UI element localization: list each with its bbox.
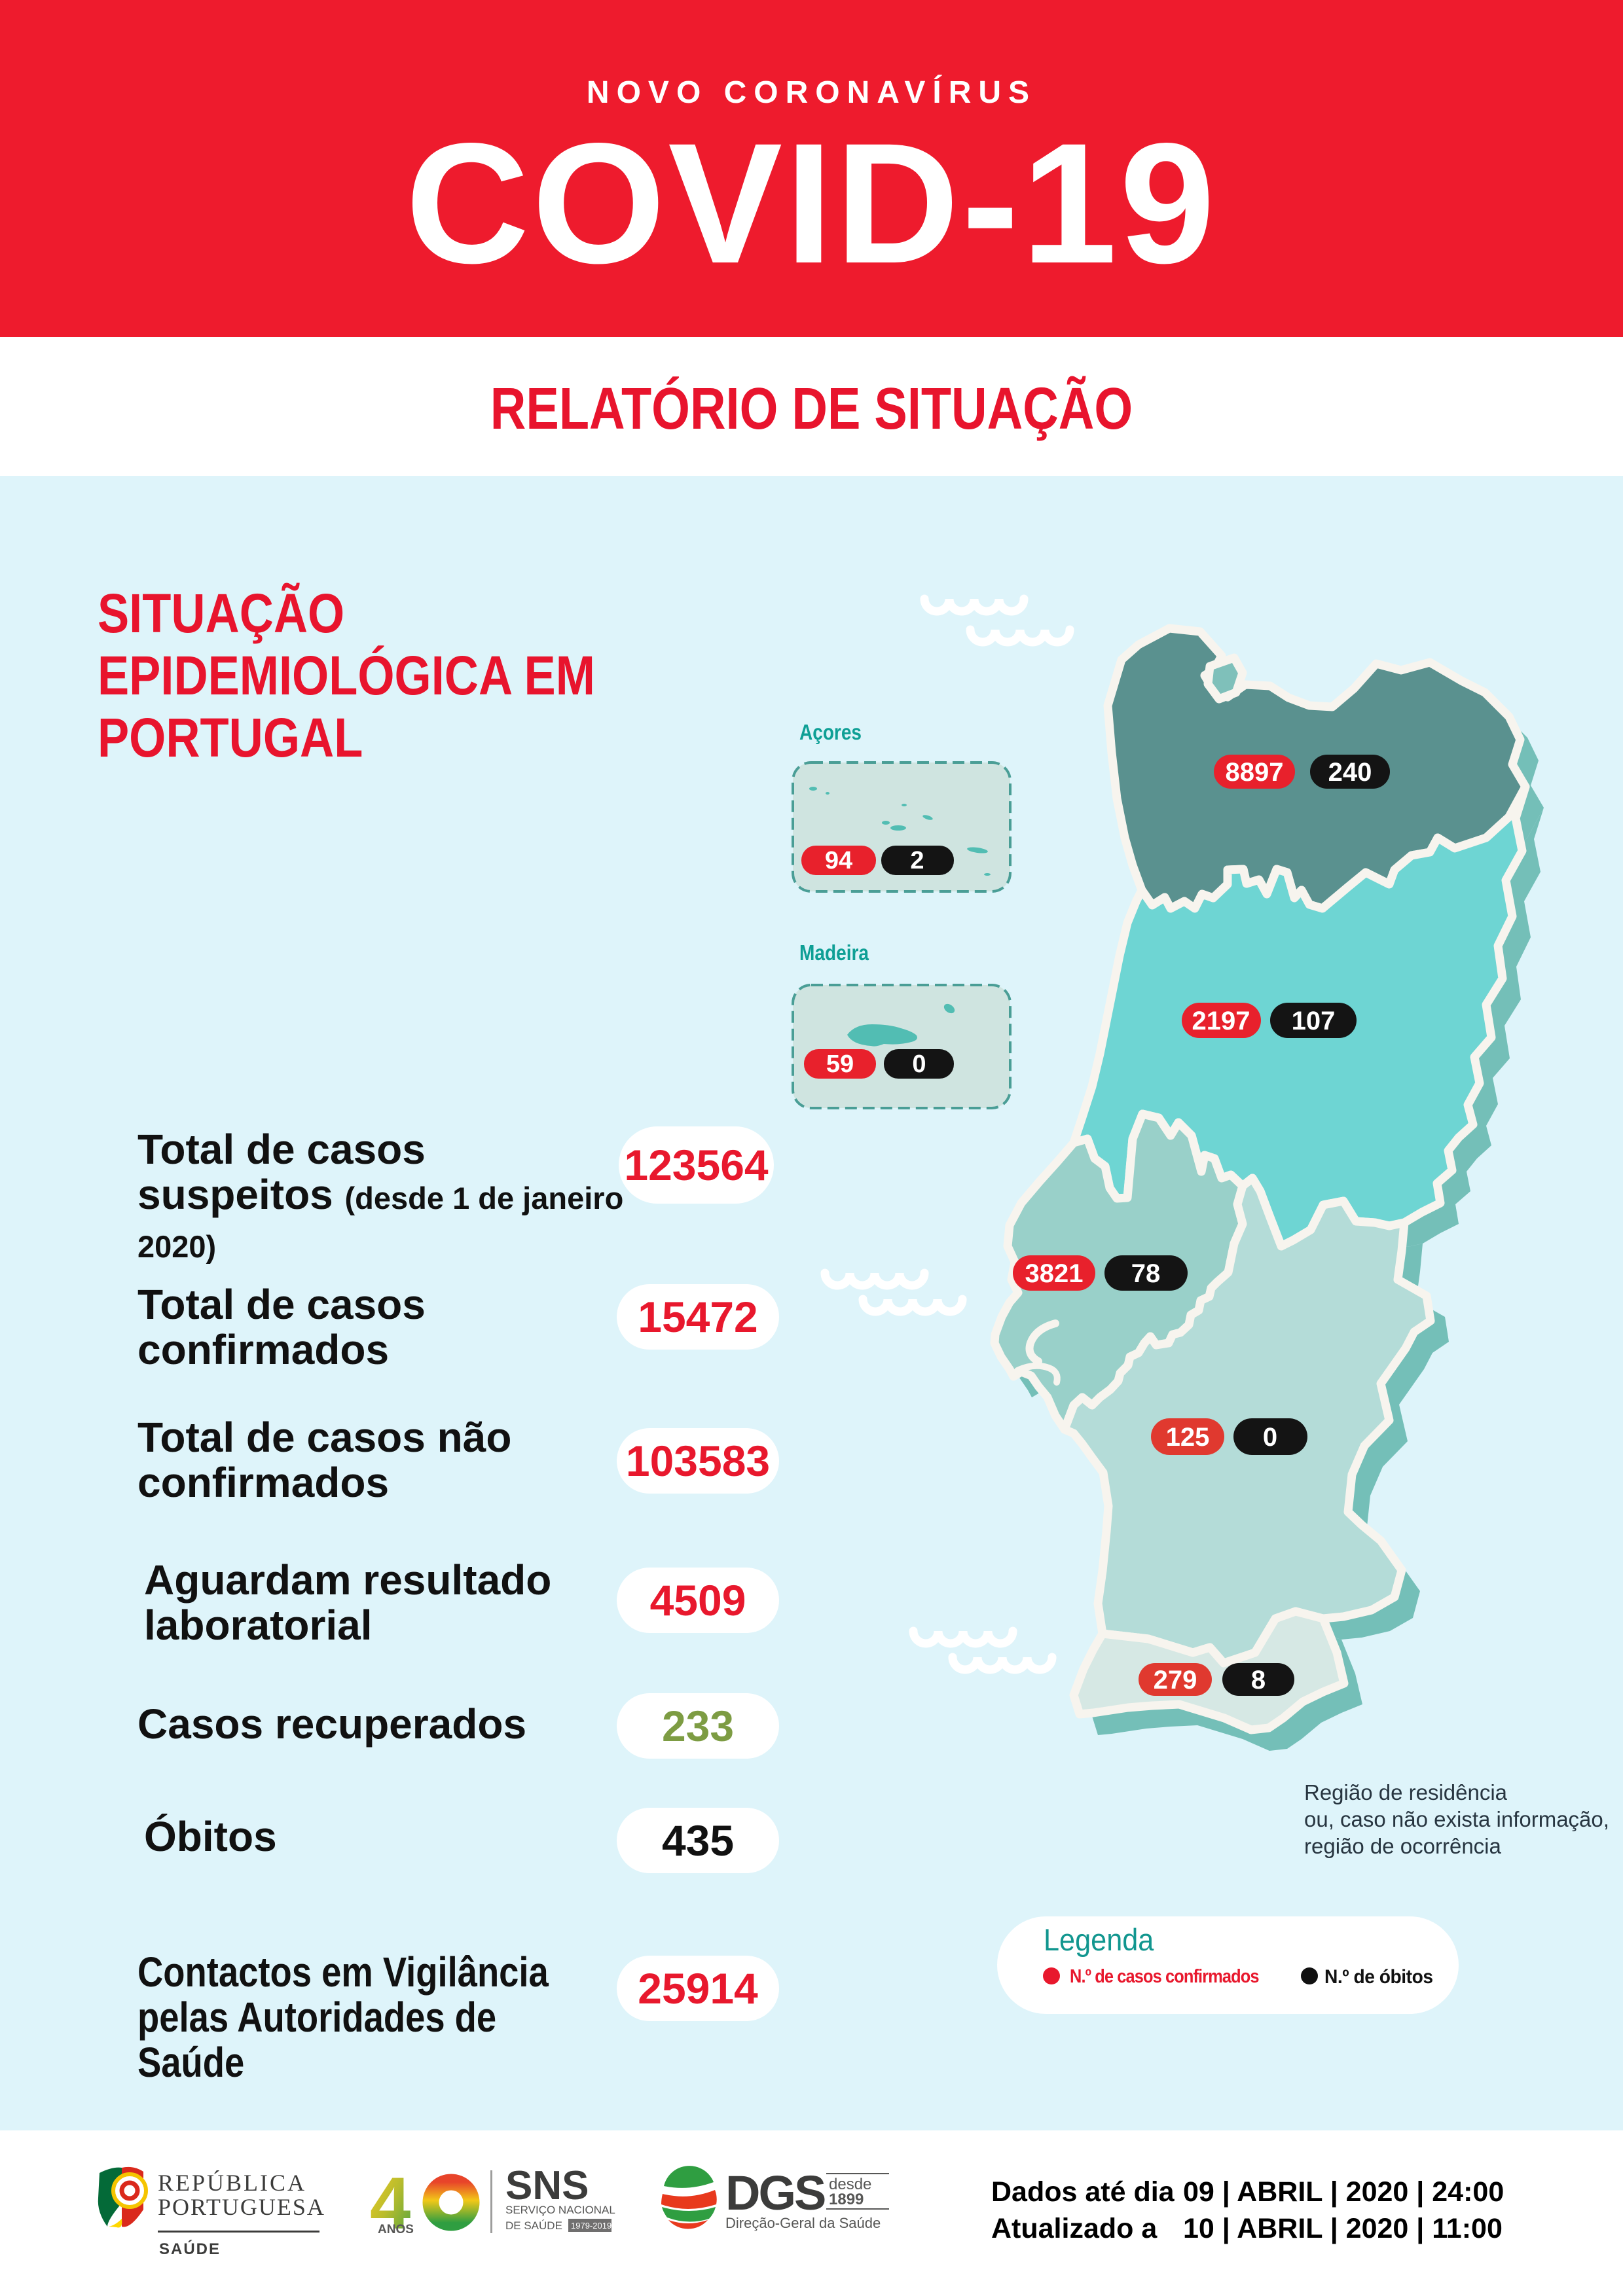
svg-text:94: 94 (825, 847, 852, 874)
svg-text:125: 125 (1166, 1423, 1210, 1452)
svg-text:2: 2 (910, 847, 924, 874)
svg-text:Madeira: Madeira (799, 941, 869, 965)
svg-text:2197: 2197 (1192, 1007, 1250, 1035)
svg-text:240: 240 (1328, 758, 1372, 787)
svg-text:0: 0 (1263, 1423, 1277, 1452)
svg-text:78: 78 (1131, 1259, 1161, 1288)
svg-text:DGS: DGS (725, 2166, 825, 2220)
svg-text:desde: desde (829, 2176, 871, 2193)
svg-text:REPÚBLICA: REPÚBLICA (158, 2170, 306, 2196)
svg-text:8: 8 (1251, 1666, 1266, 1695)
svg-text:Açores: Açores (799, 720, 862, 744)
svg-text:0: 0 (912, 1050, 926, 1078)
svg-text:8897: 8897 (1226, 758, 1284, 787)
svg-text:SERVIÇO NACIONAL: SERVIÇO NACIONAL (505, 2204, 615, 2216)
svg-text:SNS: SNS (505, 2163, 589, 2208)
svg-text:3821: 3821 (1025, 1259, 1084, 1288)
svg-text:59: 59 (826, 1050, 854, 1078)
svg-text:1899: 1899 (829, 2191, 864, 2208)
svg-text:DE SAÚDE: DE SAÚDE (505, 2219, 562, 2232)
svg-text:ANOS: ANOS (378, 2223, 414, 2236)
svg-text:4: 4 (370, 2162, 410, 2244)
svg-text:279: 279 (1154, 1666, 1197, 1695)
svg-text:SAÚDE: SAÚDE (159, 2240, 221, 2258)
svg-text:Direção-Geral da Saúde: Direção-Geral da Saúde (725, 2215, 881, 2231)
svg-text:107: 107 (1292, 1007, 1336, 1035)
svg-text:PORTUGUESA: PORTUGUESA (158, 2194, 325, 2220)
svg-text:1979-2019: 1979-2019 (571, 2221, 611, 2231)
